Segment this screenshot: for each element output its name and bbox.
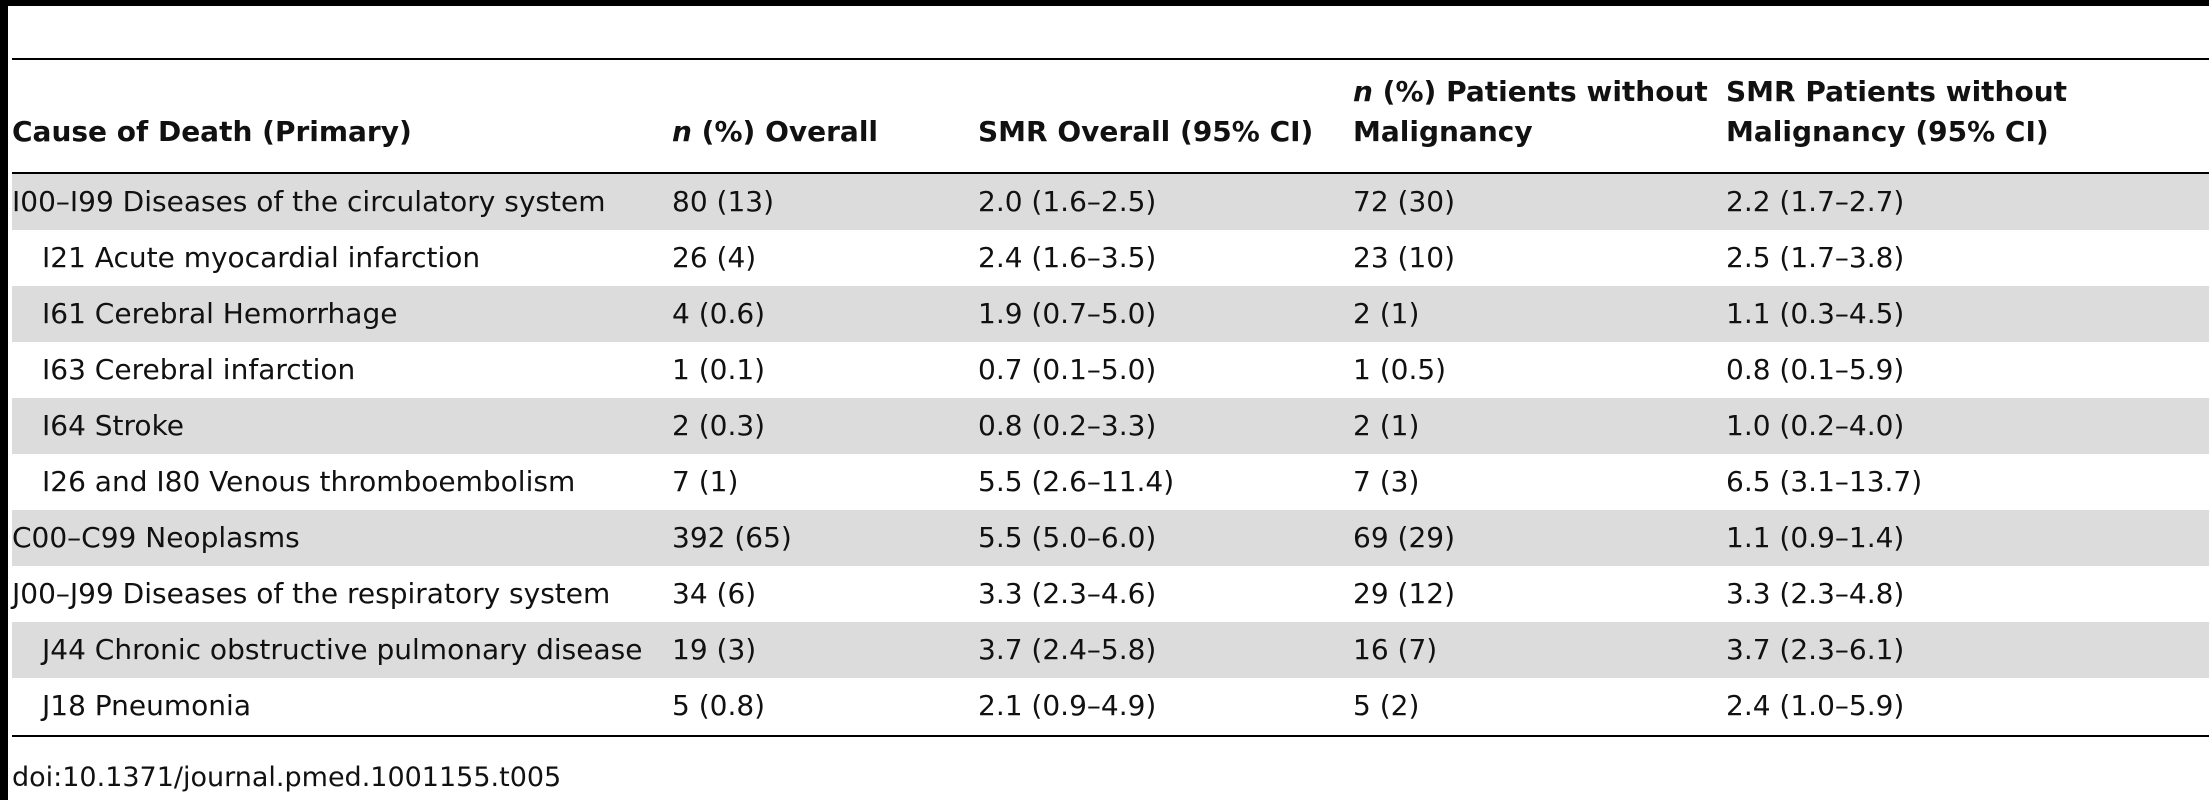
table-bottom-rule bbox=[12, 735, 2209, 737]
cell-smr-without-malignancy: 1.1 (0.3–4.5) bbox=[1726, 297, 1905, 330]
left-border bbox=[0, 0, 8, 800]
cell-n-overall: 34 (6) bbox=[672, 577, 757, 610]
cell-cause: I63 Cerebral infarction bbox=[42, 353, 356, 386]
cell-n-overall: 80 (13) bbox=[672, 185, 775, 218]
cell-n-overall: 392 (65) bbox=[672, 521, 792, 554]
header-cause-of-death: Cause of Death (Primary) bbox=[12, 112, 652, 152]
cell-smr-overall: 5.5 (5.0–6.0) bbox=[978, 521, 1157, 554]
top-border bbox=[0, 0, 2209, 6]
header-smr-overall: SMR Overall (95% CI) bbox=[978, 112, 1358, 152]
cell-smr-overall: 5.5 (2.6–11.4) bbox=[978, 465, 1175, 498]
cell-smr-overall: 1.9 (0.7–5.0) bbox=[978, 297, 1157, 330]
cell-n-overall: 4 (0.6) bbox=[672, 297, 766, 330]
cell-n-without-malignancy: 23 (10) bbox=[1353, 241, 1456, 274]
table-row: I61 Cerebral Hemorrhage 4 (0.6) 1.9 (0.7–5… bbox=[12, 286, 2209, 342]
cell-n-overall: 26 (4) bbox=[672, 241, 757, 274]
table-footnote-doi: doi:10.1371/journal.pmed.1001155.t005 bbox=[12, 762, 562, 793]
cell-n-without-malignancy: 5 (2) bbox=[1353, 689, 1420, 722]
header-cause-of-death-text: Cause of Death (Primary) bbox=[12, 115, 412, 148]
table-body: I00–I99 Diseases of the circulatory syst… bbox=[12, 174, 2209, 734]
cell-smr-without-malignancy: 3.3 (2.3–4.8) bbox=[1726, 577, 1905, 610]
cell-smr-overall: 3.7 (2.4–5.8) bbox=[978, 633, 1157, 666]
cell-cause: I64 Stroke bbox=[42, 409, 185, 442]
cell-smr-without-malignancy: 6.5 (3.1–13.7) bbox=[1726, 465, 1923, 498]
table-row: I63 Cerebral infarction 1 (0.1) 0.7 (0.1–5… bbox=[12, 342, 2209, 398]
cell-cause: I21 Acute myocardial infarction bbox=[42, 241, 481, 274]
cell-smr-without-malignancy: 2.2 (1.7–2.7) bbox=[1726, 185, 1905, 218]
cell-cause: J44 Chronic obstructive pulmonary diseas… bbox=[42, 633, 643, 666]
cell-cause: I00–I99 Diseases of the circulatory syst… bbox=[12, 185, 606, 218]
cell-n-without-malignancy: 72 (30) bbox=[1353, 185, 1456, 218]
cell-n-without-malignancy: 69 (29) bbox=[1353, 521, 1456, 554]
header-n-overall-italic: n bbox=[672, 115, 692, 148]
cell-n-overall: 7 (1) bbox=[672, 465, 739, 498]
table-row: J00–J99 Diseases of the respiratory syst… bbox=[12, 566, 2209, 622]
cell-smr-overall: 3.3 (2.3–4.6) bbox=[978, 577, 1157, 610]
cell-smr-overall: 2.0 (1.6–2.5) bbox=[978, 185, 1157, 218]
cell-cause: I26 and I80 Venous thromboembolism bbox=[42, 465, 576, 498]
table-row: C00–C99 Neoplasms 392 (65) 5.5 (5.0–6.0) 69… bbox=[12, 510, 2209, 566]
cell-smr-without-malignancy: 1.1 (0.9–1.4) bbox=[1726, 521, 1905, 554]
table-header: Cause of Death (Primary) n (%) Overall S… bbox=[12, 60, 2209, 174]
cell-n-without-malignancy: 1 (0.5) bbox=[1353, 353, 1447, 386]
header-n-without-malignancy-text: (%) Patients without Malignancy bbox=[1353, 75, 1708, 148]
header-n-without-malignancy: n (%) Patients without Malignancy bbox=[1353, 72, 1723, 152]
table-row: I21 Acute myocardial infarction 26 (4) 2.4… bbox=[12, 230, 2209, 286]
cell-smr-overall: 0.7 (0.1–5.0) bbox=[978, 353, 1157, 386]
header-smr-without-malignancy: SMR Patients without Malignancy (95% CI) bbox=[1726, 72, 2126, 152]
header-smr-without-malignancy-text: SMR Patients without Malignancy (95% CI) bbox=[1726, 75, 2068, 148]
cell-cause: I61 Cerebral Hemorrhage bbox=[42, 297, 398, 330]
header-smr-overall-text: SMR Overall (95% CI) bbox=[978, 115, 1314, 148]
cell-n-overall: 19 (3) bbox=[672, 633, 757, 666]
table-row: I26 and I80 Venous thromboembolism 7 (1) 5… bbox=[12, 454, 2209, 510]
cell-smr-without-malignancy: 0.8 (0.1–5.9) bbox=[1726, 353, 1905, 386]
cell-cause: J00–J99 Diseases of the respiratory syst… bbox=[12, 577, 611, 610]
table-top-rule bbox=[12, 58, 2209, 60]
cell-smr-overall: 2.1 (0.9–4.9) bbox=[978, 689, 1157, 722]
cell-n-without-malignancy: 29 (12) bbox=[1353, 577, 1456, 610]
cell-n-overall: 5 (0.8) bbox=[672, 689, 766, 722]
cell-smr-overall: 0.8 (0.2–3.3) bbox=[978, 409, 1157, 442]
table-row: I64 Stroke 2 (0.3) 0.8 (0.2–3.3) 2 (1) 1.0 (… bbox=[12, 398, 2209, 454]
header-n-without-malignancy-italic: n bbox=[1353, 75, 1373, 108]
header-n-overall-text: (%) Overall bbox=[691, 115, 879, 148]
cell-smr-overall: 2.4 (1.6–3.5) bbox=[978, 241, 1157, 274]
cell-smr-without-malignancy: 2.5 (1.7–3.8) bbox=[1726, 241, 1905, 274]
cell-cause: C00–C99 Neoplasms bbox=[12, 521, 300, 554]
cell-n-overall: 2 (0.3) bbox=[672, 409, 766, 442]
cell-n-overall: 1 (0.1) bbox=[672, 353, 766, 386]
table-row: J44 Chronic obstructive pulmonary diseas… bbox=[12, 622, 2209, 678]
table-row: J18 Pneumonia 5 (0.8) 2.1 (0.9–4.9) 5 (2) 2.… bbox=[12, 678, 2209, 734]
cell-n-without-malignancy: 2 (1) bbox=[1353, 409, 1420, 442]
cell-smr-without-malignancy: 3.7 (2.3–6.1) bbox=[1726, 633, 1905, 666]
cell-cause: J18 Pneumonia bbox=[42, 689, 251, 722]
cell-n-without-malignancy: 2 (1) bbox=[1353, 297, 1420, 330]
cell-n-without-malignancy: 16 (7) bbox=[1353, 633, 1438, 666]
cell-smr-without-malignancy: 1.0 (0.2–4.0) bbox=[1726, 409, 1905, 442]
cell-smr-without-malignancy: 2.4 (1.0–5.9) bbox=[1726, 689, 1905, 722]
header-n-overall: n (%) Overall bbox=[672, 112, 972, 152]
table-row: I00–I99 Diseases of the circulatory syst… bbox=[12, 174, 2209, 230]
cell-n-without-malignancy: 7 (3) bbox=[1353, 465, 1420, 498]
